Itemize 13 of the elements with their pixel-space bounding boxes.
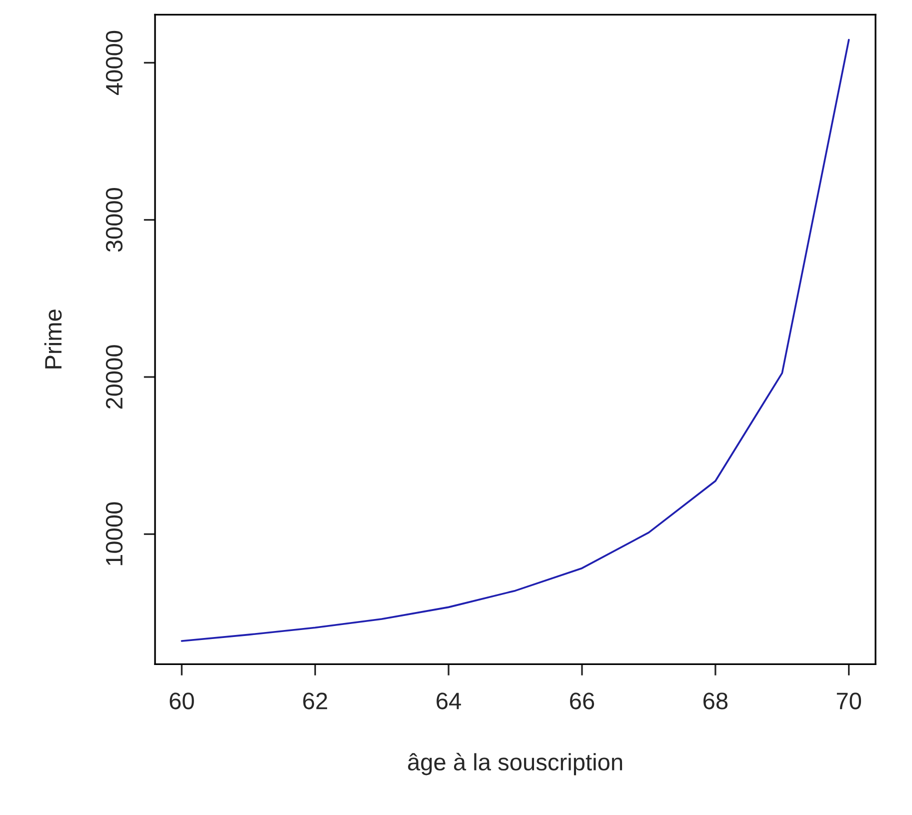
y-tick-label: 20000	[106, 345, 123, 409]
x-tick-label: 68	[703, 692, 728, 710]
y-tick-label: 10000	[106, 502, 123, 566]
line-series	[180, 38, 850, 642]
x-tick-label: 64	[436, 692, 462, 710]
x-tick-label: 62	[303, 692, 328, 710]
x-tick-label: 70	[836, 692, 862, 710]
y-tick-label: 40000	[106, 30, 123, 96]
x-tick-label: 66	[570, 692, 594, 710]
x-tick-label: 60	[170, 692, 194, 710]
y-tick-label: 30000	[106, 188, 123, 252]
x-axis-title: âge à la souscription	[408, 752, 622, 776]
y-axis-title: Prime	[44, 310, 62, 368]
